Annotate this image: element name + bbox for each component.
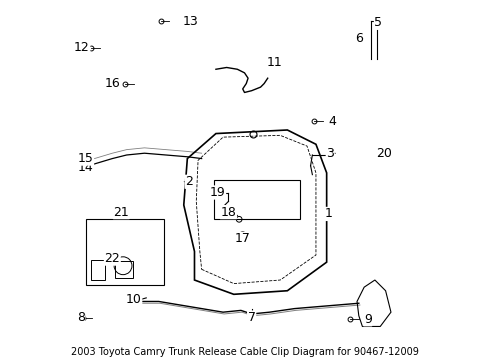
Text: 2: 2 <box>184 175 193 188</box>
Bar <box>115 261 132 278</box>
Text: 1: 1 <box>324 207 332 220</box>
Bar <box>85 219 164 285</box>
Text: 9: 9 <box>363 313 371 326</box>
Text: 21: 21 <box>113 206 129 219</box>
Text: 3: 3 <box>325 147 334 160</box>
Bar <box>214 180 299 219</box>
Text: 20: 20 <box>375 147 391 160</box>
Text: 11: 11 <box>266 55 282 69</box>
Bar <box>91 260 105 280</box>
Text: 5: 5 <box>374 16 382 29</box>
Text: 7: 7 <box>247 311 255 324</box>
Text: 19: 19 <box>209 186 225 199</box>
Text: 4: 4 <box>327 114 335 127</box>
Text: 15: 15 <box>78 152 93 165</box>
Text: 16: 16 <box>104 77 120 90</box>
Text: 17: 17 <box>234 233 250 246</box>
Text: 18: 18 <box>220 206 236 219</box>
Text: 2003 Toyota Camry Trunk Release Cable Clip Diagram for 90467-12009: 2003 Toyota Camry Trunk Release Cable Cl… <box>70 347 418 357</box>
Text: 13: 13 <box>183 14 199 27</box>
Text: 8: 8 <box>77 311 85 324</box>
Text: 12: 12 <box>74 41 90 54</box>
Text: 22: 22 <box>104 252 120 265</box>
Text: 14: 14 <box>78 161 93 174</box>
Text: 6: 6 <box>354 32 362 45</box>
Text: 10: 10 <box>125 293 142 306</box>
